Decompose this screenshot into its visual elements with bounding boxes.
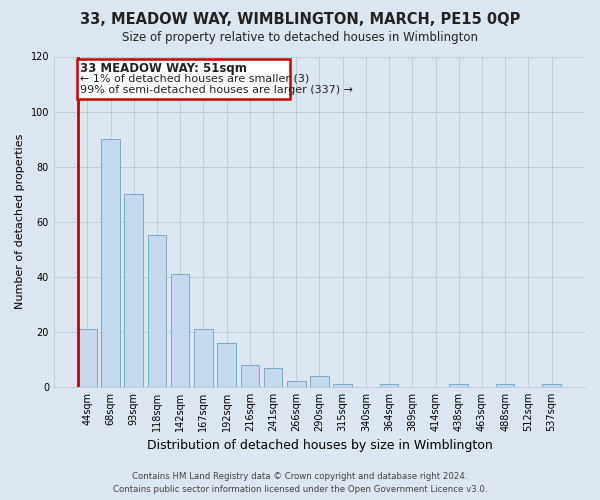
Text: 33, MEADOW WAY, WIMBLINGTON, MARCH, PE15 0QP: 33, MEADOW WAY, WIMBLINGTON, MARCH, PE15…: [80, 12, 520, 28]
Bar: [148, 236, 166, 387]
Bar: [77, 60, 290, 99]
Bar: [78, 329, 97, 387]
Bar: [264, 368, 283, 387]
Bar: [194, 329, 212, 387]
Bar: [449, 384, 468, 387]
Bar: [217, 343, 236, 387]
Text: 33 MEADOW WAY: 51sqm: 33 MEADOW WAY: 51sqm: [80, 62, 247, 75]
Text: ← 1% of detached houses are smaller (3): ← 1% of detached houses are smaller (3): [80, 74, 310, 84]
Text: Contains HM Land Registry data © Crown copyright and database right 2024.
Contai: Contains HM Land Registry data © Crown c…: [113, 472, 487, 494]
Bar: [542, 384, 561, 387]
Bar: [287, 382, 305, 387]
Bar: [124, 194, 143, 387]
Bar: [496, 384, 514, 387]
Text: 99% of semi-detached houses are larger (337) →: 99% of semi-detached houses are larger (…: [80, 84, 353, 94]
Bar: [241, 365, 259, 387]
X-axis label: Distribution of detached houses by size in Wimblington: Distribution of detached houses by size …: [146, 440, 493, 452]
Bar: [334, 384, 352, 387]
Bar: [310, 376, 329, 387]
Y-axis label: Number of detached properties: Number of detached properties: [15, 134, 25, 310]
Bar: [380, 384, 398, 387]
Text: Size of property relative to detached houses in Wimblington: Size of property relative to detached ho…: [122, 32, 478, 44]
Bar: [171, 274, 190, 387]
Bar: [101, 139, 120, 387]
